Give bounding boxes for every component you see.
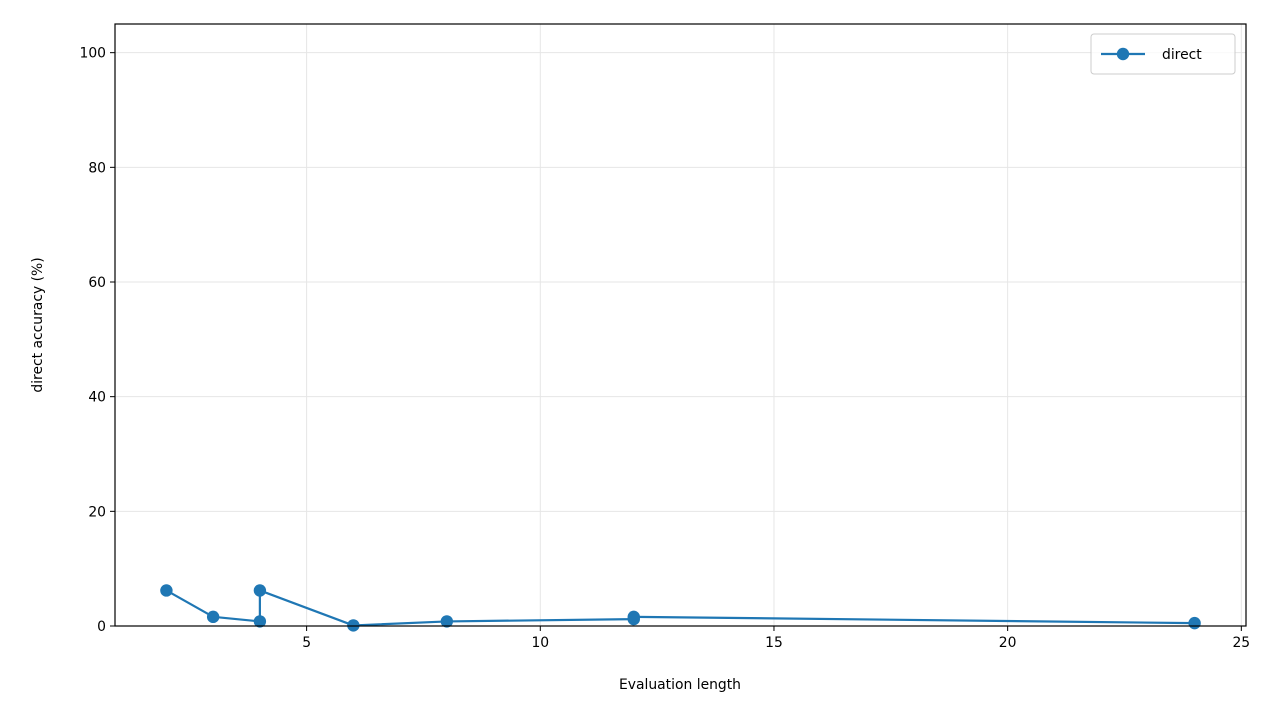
data-point-direct	[253, 615, 267, 628]
x-axis-label: Evaluation length	[619, 677, 741, 693]
data-point-direct	[627, 610, 640, 624]
data-point-direct	[206, 610, 220, 624]
y-tick-label: 20	[88, 504, 106, 520]
y-tick-label: 80	[88, 160, 106, 176]
y-axis-label: direct accuracy (%)	[30, 257, 46, 392]
x-tick-label: 15	[765, 635, 783, 651]
ticks: 5 10 15 20 25 0 20 40 60 80 100	[79, 46, 1250, 651]
x-tick-label: 25	[1232, 635, 1250, 651]
y-tick-label: 0	[97, 619, 106, 635]
y-tick-label: 100	[79, 46, 106, 62]
legend-label-direct: direct	[1162, 47, 1202, 63]
data-point-direct	[160, 584, 173, 597]
x-tick-label: 5	[302, 635, 311, 651]
data-point-direct	[1188, 616, 1201, 630]
y-tick-label: 40	[88, 390, 106, 406]
plot-frame	[114, 23, 1247, 627]
data-point-direct	[253, 584, 267, 597]
legend-marker-direct	[1116, 47, 1130, 61]
y-tick-label: 60	[88, 275, 106, 291]
legend: direct	[1090, 33, 1236, 75]
x-tick-label: 20	[999, 635, 1017, 651]
data-point-direct	[440, 615, 454, 628]
legend-box	[1090, 33, 1236, 75]
x-tick-label: 10	[531, 635, 549, 651]
